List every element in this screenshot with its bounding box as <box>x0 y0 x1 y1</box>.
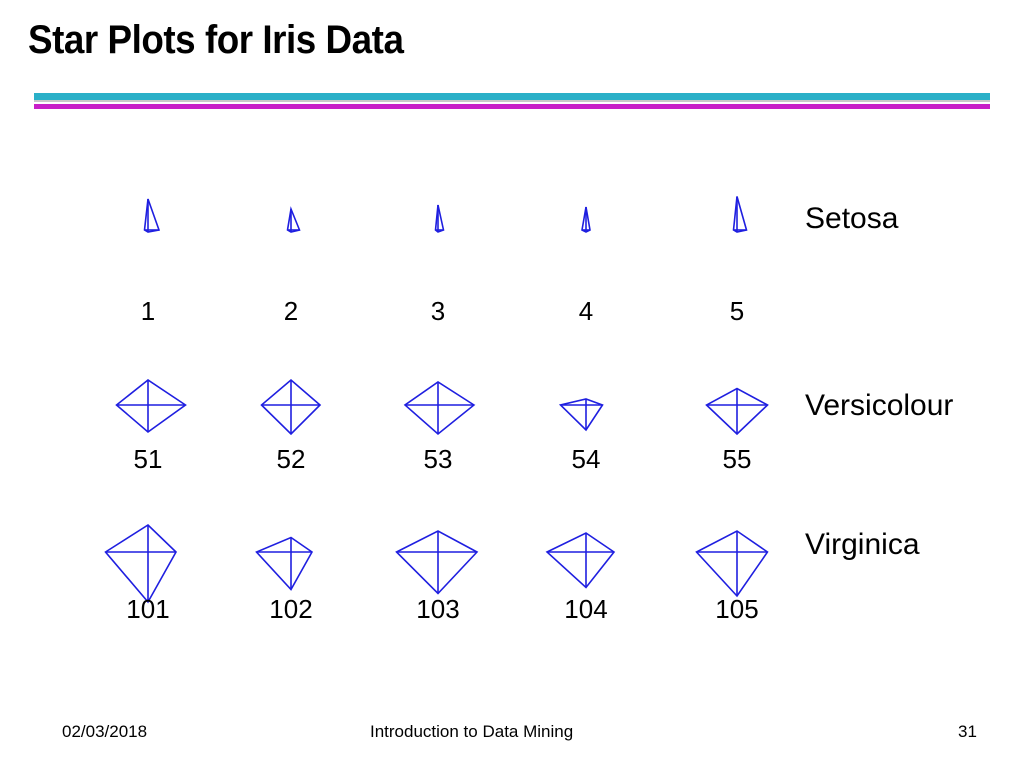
star-outline <box>434 204 445 233</box>
observation-label: 2 <box>284 296 298 326</box>
title-rule-teal <box>34 93 990 100</box>
star-outline <box>581 206 591 233</box>
star-outline <box>104 523 177 604</box>
star-outline <box>558 398 604 432</box>
star-glyph <box>143 198 161 233</box>
observation-label: 101 <box>126 594 169 624</box>
observation-label: 54 <box>572 444 601 474</box>
footer-center-text: Introduction to Data Mining <box>370 722 574 741</box>
star-glyph <box>581 206 591 233</box>
star-outline <box>260 378 322 436</box>
footer-page-number: 31 <box>958 722 977 741</box>
slide-title: Star Plots for Iris Data <box>28 18 404 62</box>
title-rule-grey <box>34 100 990 102</box>
observation-label: 3 <box>431 296 445 326</box>
star-glyph <box>104 523 177 604</box>
star-outline <box>143 198 161 233</box>
title-rule-magenta <box>34 104 990 109</box>
star-glyph <box>434 204 445 233</box>
star-outline <box>115 379 187 434</box>
footer-date: 02/03/2018 <box>62 722 148 741</box>
observation-label: 5 <box>730 296 744 326</box>
observation-label: 102 <box>269 594 312 624</box>
star-outline <box>286 206 301 233</box>
star-glyph <box>403 381 476 436</box>
observation-label: 4 <box>579 296 593 326</box>
group-label-setosa: Setosa <box>805 202 899 235</box>
group-label-virginica: Virginica <box>805 528 920 561</box>
star-glyph <box>115 379 187 434</box>
star-outline <box>705 387 769 436</box>
observation-label: 53 <box>424 444 453 474</box>
star-glyph <box>286 206 301 233</box>
observation-label: 103 <box>416 594 459 624</box>
observation-label: 1 <box>141 296 155 326</box>
observation-label: 51 <box>134 444 163 474</box>
star-outline <box>403 381 476 436</box>
star-glyph <box>705 387 769 436</box>
observation-label: 55 <box>723 444 752 474</box>
star-plot-chart: Setosa 1 2 3 4 5 Versicolour 51 52 53 54 55 Virginic… <box>104 196 953 624</box>
star-outline <box>255 536 314 591</box>
observation-label: 52 <box>277 444 306 474</box>
star-glyph <box>395 530 479 595</box>
star-glyph <box>558 398 604 432</box>
observation-label: 104 <box>564 594 607 624</box>
star-outline <box>695 530 769 598</box>
star-glyph <box>260 378 322 436</box>
star-glyph <box>695 530 769 598</box>
star-outline <box>545 532 616 589</box>
group-label-versicolour: Versicolour <box>805 389 953 422</box>
star-glyph <box>545 532 616 589</box>
observation-label: 105 <box>715 594 758 624</box>
star-glyph <box>732 196 748 233</box>
star-outline <box>395 530 479 595</box>
star-outline <box>732 196 748 233</box>
star-glyph <box>255 536 314 591</box>
